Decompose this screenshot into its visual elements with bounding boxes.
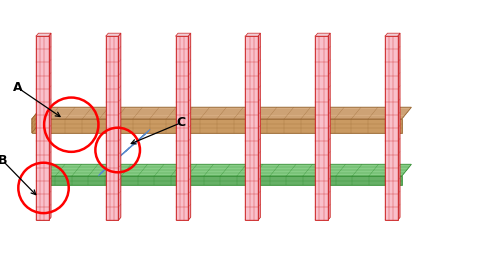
Polygon shape: [120, 150, 128, 157]
Polygon shape: [141, 130, 149, 137]
Polygon shape: [135, 136, 142, 143]
Polygon shape: [134, 137, 141, 144]
Polygon shape: [114, 154, 122, 161]
Polygon shape: [398, 33, 400, 220]
Text: C: C: [176, 116, 185, 129]
Polygon shape: [175, 36, 188, 220]
Polygon shape: [128, 142, 135, 150]
Polygon shape: [105, 163, 113, 170]
Polygon shape: [36, 33, 51, 36]
Polygon shape: [39, 176, 402, 185]
Text: A: A: [13, 81, 23, 94]
Polygon shape: [175, 33, 191, 36]
Polygon shape: [32, 107, 42, 133]
Polygon shape: [245, 33, 261, 36]
Polygon shape: [140, 132, 148, 139]
Polygon shape: [36, 36, 49, 220]
Polygon shape: [121, 148, 129, 155]
Polygon shape: [135, 135, 143, 142]
Polygon shape: [107, 161, 114, 168]
Polygon shape: [129, 141, 136, 149]
Polygon shape: [126, 144, 134, 152]
Polygon shape: [119, 150, 127, 158]
Polygon shape: [385, 36, 398, 220]
Polygon shape: [100, 167, 108, 174]
Polygon shape: [133, 138, 141, 145]
Polygon shape: [385, 33, 400, 36]
Polygon shape: [108, 160, 115, 167]
Polygon shape: [328, 33, 330, 220]
Polygon shape: [258, 33, 261, 220]
Polygon shape: [106, 33, 121, 36]
Polygon shape: [100, 166, 108, 173]
Polygon shape: [119, 33, 121, 220]
Polygon shape: [98, 169, 106, 176]
Polygon shape: [106, 36, 119, 220]
Polygon shape: [127, 143, 135, 150]
Polygon shape: [120, 149, 129, 156]
Polygon shape: [49, 33, 51, 220]
Polygon shape: [32, 119, 402, 133]
Polygon shape: [315, 33, 330, 36]
Polygon shape: [142, 129, 150, 136]
Polygon shape: [106, 162, 114, 169]
Polygon shape: [315, 36, 328, 220]
Polygon shape: [32, 107, 412, 119]
Polygon shape: [39, 164, 412, 176]
Polygon shape: [99, 168, 107, 175]
Polygon shape: [114, 155, 121, 162]
Polygon shape: [112, 157, 120, 164]
Polygon shape: [141, 131, 149, 138]
Polygon shape: [113, 156, 120, 163]
Polygon shape: [188, 33, 191, 220]
Text: B: B: [0, 154, 8, 167]
Polygon shape: [245, 36, 258, 220]
Polygon shape: [39, 164, 48, 185]
